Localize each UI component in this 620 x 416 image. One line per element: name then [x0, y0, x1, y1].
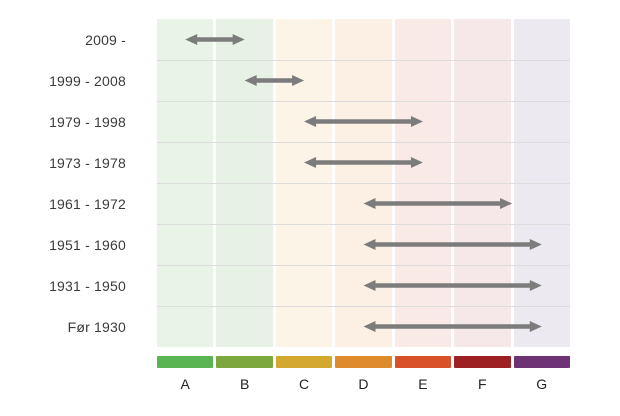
y-axis-label-1: 1999 - 2008	[49, 72, 126, 89]
gridline-2	[157, 101, 570, 102]
y-axis-label-3: 1973 - 1978	[49, 154, 126, 171]
y-axis-label-0: 2009 -	[85, 31, 126, 48]
gridline-5	[157, 224, 570, 225]
legend-bar-e	[394, 356, 452, 368]
y-axis-label-6: 1931 - 1950	[49, 277, 126, 294]
gridline-3	[157, 142, 570, 143]
legend-bar-a	[157, 356, 214, 368]
y-axis-label-4: 1961 - 1972	[49, 195, 126, 212]
range-arrow-0	[185, 34, 245, 45]
x-axis-letter-g: G	[536, 376, 548, 392]
range-arrow-6	[363, 280, 542, 291]
legend-bar-g	[513, 356, 570, 368]
range-arrow-7	[363, 321, 542, 332]
range-arrow-5	[363, 239, 542, 250]
gridline-7	[157, 306, 570, 307]
gridline-1	[157, 60, 570, 61]
legend-bar-c	[275, 356, 333, 368]
y-axis-label-5: 1951 - 1960	[49, 236, 126, 253]
x-axis-letter-d: D	[358, 376, 369, 392]
range-arrows	[185, 34, 542, 332]
x-axis-labels: A B C D E F G	[157, 374, 570, 394]
y-axis-label-2: 1979 - 1998	[49, 113, 126, 130]
range-arrow-4	[363, 198, 513, 209]
gridline-6	[157, 265, 570, 266]
energy-label-color-scale	[157, 356, 570, 368]
gridline-4	[157, 183, 570, 184]
range-arrow-2	[304, 116, 423, 127]
legend-bar-b	[216, 356, 273, 368]
x-axis-letter-b: B	[239, 376, 250, 392]
legend-bar-d	[335, 356, 392, 368]
x-axis-letter-c: C	[298, 376, 310, 392]
legend-bar-f	[454, 356, 511, 368]
plot-area	[157, 19, 570, 347]
x-axis-letter-e: E	[418, 376, 428, 392]
range-arrow-1	[244, 75, 305, 86]
range-arrow-3	[304, 157, 423, 168]
x-axis-letter-f: F	[478, 376, 487, 392]
y-axis-labels: 2009 - 1999 - 2008 1979 - 1998 1973 - 1978 1…	[0, 19, 126, 347]
y-axis-label-7: Før 1930	[67, 318, 126, 335]
x-axis-letter-a: A	[180, 376, 190, 392]
